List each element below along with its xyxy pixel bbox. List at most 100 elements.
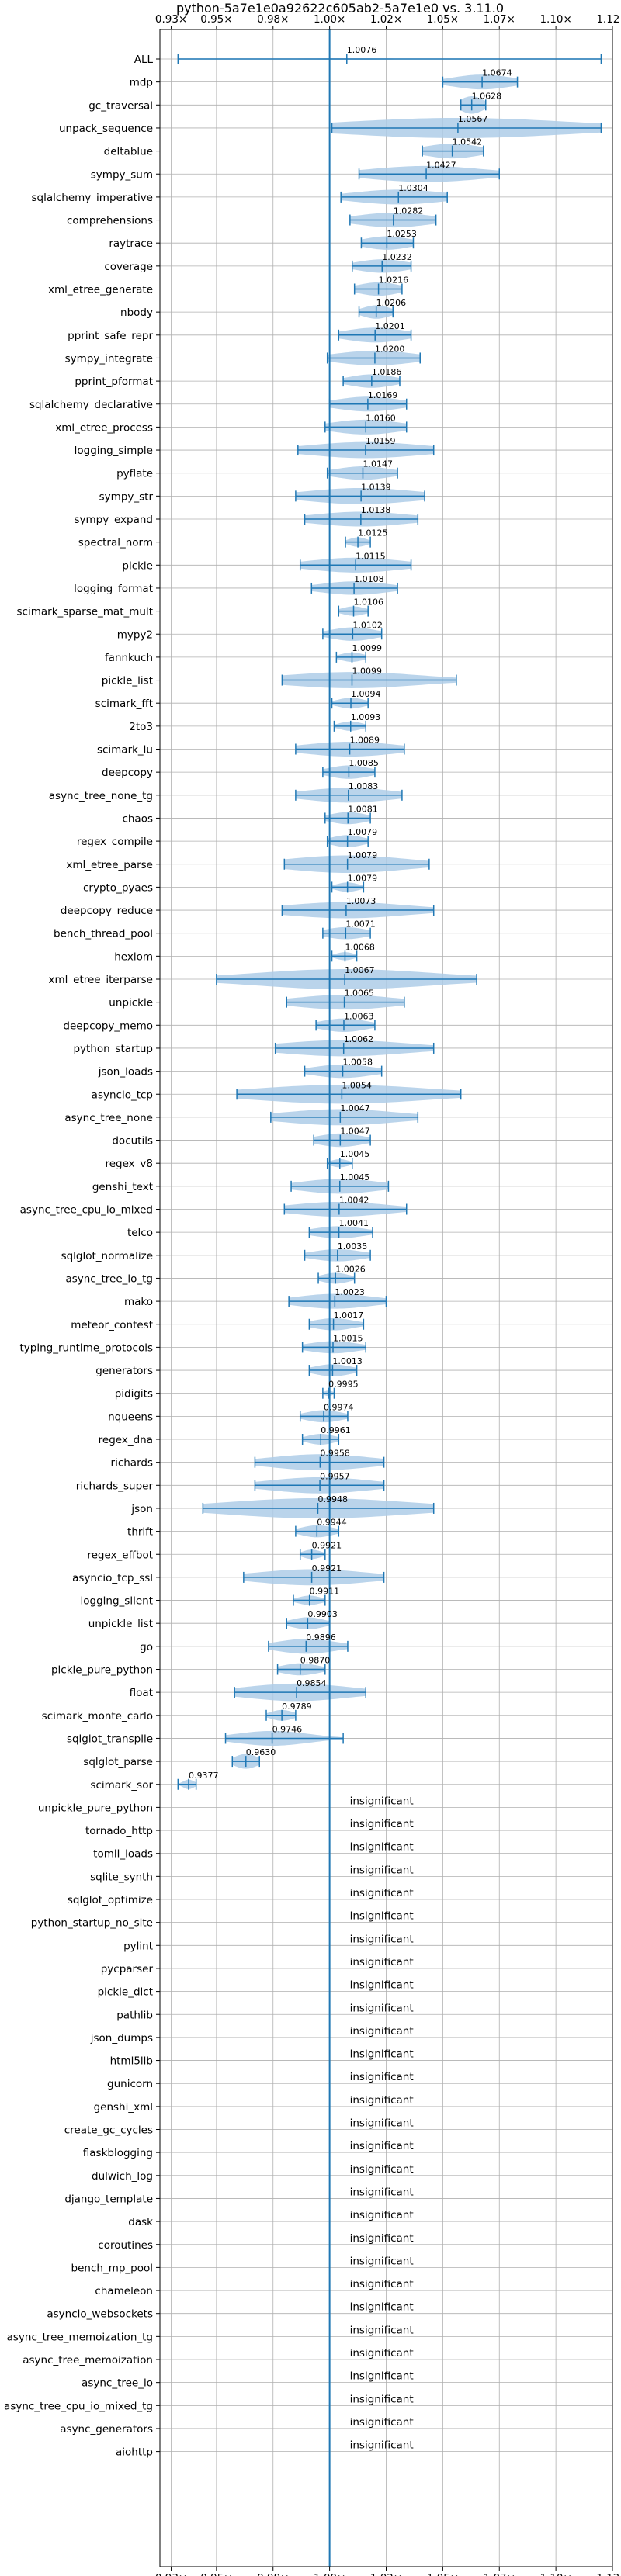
x-tick-label-top: 1.07× xyxy=(484,13,515,26)
value-label: 1.0054 xyxy=(342,1080,372,1090)
category-label: aiohttp xyxy=(116,2446,153,2459)
category-label: html5lib xyxy=(110,2055,153,2068)
value-label: 0.9961 xyxy=(321,1425,351,1435)
category-label: sqlite_synth xyxy=(90,1871,153,1883)
insignificant-label: insignificant xyxy=(350,2278,414,2290)
category-label: chameleon xyxy=(95,2285,153,2297)
value-label: 1.0067 xyxy=(345,965,375,975)
category-label: richards_super xyxy=(76,1480,154,1492)
value-label: 1.0200 xyxy=(375,344,405,354)
category-label: scimark_fft xyxy=(95,698,153,710)
category-label: dask xyxy=(128,2216,153,2228)
category-label: chaos xyxy=(122,812,153,825)
category-label: 2to3 xyxy=(129,721,153,733)
category-label: genshi_xml xyxy=(94,2101,153,2114)
category-label: pidigits xyxy=(115,1388,153,1401)
x-tick-label-bottom: 1.05× xyxy=(427,2572,459,2576)
x-tick-label-bottom: 0.98× xyxy=(257,2572,289,2576)
category-label: asyncio_tcp_ssl xyxy=(72,1572,153,1584)
category-label: dulwich_log xyxy=(92,2170,153,2183)
insignificant-label: insignificant xyxy=(350,2370,414,2383)
value-label: 1.0674 xyxy=(482,68,512,78)
x-tick-label-top: 0.98× xyxy=(257,13,289,26)
insignificant-label: insignificant xyxy=(350,1795,414,1807)
category-label: tornado_http xyxy=(85,1825,153,1837)
category-label: telco xyxy=(127,1227,153,1239)
value-label: 0.9921 xyxy=(312,1540,342,1550)
category-label: deepcopy xyxy=(102,767,153,779)
violin-layer xyxy=(177,54,602,1790)
insignificant-label: insignificant xyxy=(350,2232,414,2245)
x-tick-label-bottom: 1.12× xyxy=(596,2572,621,2576)
x-tick-label-top: 1.10× xyxy=(539,13,571,26)
category-label: xml_etree_parse xyxy=(66,859,153,871)
insignificant-label: insignificant xyxy=(350,2186,414,2198)
value-label: 0.9854 xyxy=(297,1678,327,1688)
value-label: 1.0062 xyxy=(344,1034,374,1044)
value-label: 0.9958 xyxy=(320,1449,350,1459)
category-label: pickle_pure_python xyxy=(51,1664,153,1677)
category-label: logging_format xyxy=(74,583,153,595)
x-tick-label-top: 1.02× xyxy=(370,13,402,26)
insignificant-label: insignificant xyxy=(350,2094,414,2107)
category-label: bench_mp_pool xyxy=(71,2262,153,2274)
category-label: mypy2 xyxy=(117,628,153,641)
value-label: 1.0232 xyxy=(382,252,412,262)
value-label: 1.0047 xyxy=(340,1103,370,1113)
category-label: richards xyxy=(111,1457,153,1470)
category-label: async_tree_memoization_tg xyxy=(7,2331,153,2343)
value-label: 1.0186 xyxy=(372,367,402,377)
value-label: 1.0013 xyxy=(332,1356,363,1366)
category-label: logging_silent xyxy=(81,1595,153,1608)
x-tick-label-bottom: 1.02× xyxy=(370,2572,402,2576)
category-label: mdp xyxy=(130,77,153,89)
category-label: pickle_list xyxy=(102,675,153,687)
category-label: sqlalchemy_declarative xyxy=(29,399,153,411)
value-label: 0.9377 xyxy=(189,1771,219,1781)
category-label: async_tree_cpu_io_mixed xyxy=(20,1204,153,1217)
category-label: sqlglot_parse xyxy=(83,1756,153,1768)
category-label: pylint xyxy=(123,1940,153,1952)
category-label: sqlglot_transpile xyxy=(67,1733,153,1745)
value-label: 1.0628 xyxy=(472,91,502,101)
category-label: regex_dna xyxy=(99,1434,153,1446)
category-label: pickle_dict xyxy=(98,1986,153,1999)
value-label: 1.0108 xyxy=(354,574,384,584)
category-label: create_gc_cycles xyxy=(64,2124,153,2137)
value-label: 1.0138 xyxy=(361,505,391,515)
value-label: 1.0147 xyxy=(363,459,393,469)
category-label: scimark_monte_carlo xyxy=(42,1710,153,1723)
category-label: coroutines xyxy=(98,2239,153,2252)
value-label: 1.0041 xyxy=(339,1218,369,1228)
value-label: 1.0045 xyxy=(340,1149,370,1159)
category-label: json xyxy=(130,1503,153,1515)
insignificant-label: insignificant xyxy=(350,1956,414,1968)
value-label: 1.0102 xyxy=(352,620,383,630)
category-label: tomli_loads xyxy=(93,1848,153,1861)
category-label: sympy_expand xyxy=(74,514,153,526)
category-label: sqlglot_normalize xyxy=(61,1250,153,1262)
category-label: pyflate xyxy=(116,468,153,480)
value-label: 1.0115 xyxy=(356,551,386,561)
chart-title: python-5a7e1e0a92622c605ab2-5a7e1e0 vs. … xyxy=(176,1,504,16)
category-label: sqlalchemy_imperative xyxy=(32,192,154,204)
label-layer: ALL mdp gc_traversal unpack_sequencedeltabl… xyxy=(4,45,512,2459)
category-label: python_startup xyxy=(73,1043,153,1055)
insignificant-label: insignificant xyxy=(350,2163,414,2176)
value-label: 1.0106 xyxy=(354,597,384,608)
value-label: 1.0079 xyxy=(348,850,378,860)
value-label: 0.9746 xyxy=(272,1724,303,1734)
category-label: json_loads xyxy=(98,1066,153,1079)
value-label: 1.0047 xyxy=(340,1127,370,1137)
category-label: unpickle xyxy=(109,997,153,1009)
category-label: pathlib xyxy=(116,2009,153,2021)
value-label: 0.9870 xyxy=(300,1656,331,1666)
value-label: 1.0085 xyxy=(349,758,379,768)
value-label: 1.0042 xyxy=(339,1196,369,1206)
category-label: async_tree_memoization xyxy=(23,2354,153,2367)
category-label: async_tree_cpu_io_mixed_tg xyxy=(4,2400,153,2412)
value-label: 1.0081 xyxy=(348,804,378,814)
category-label: json_dumps xyxy=(90,2032,153,2045)
category-label: scimark_lu xyxy=(97,744,153,757)
